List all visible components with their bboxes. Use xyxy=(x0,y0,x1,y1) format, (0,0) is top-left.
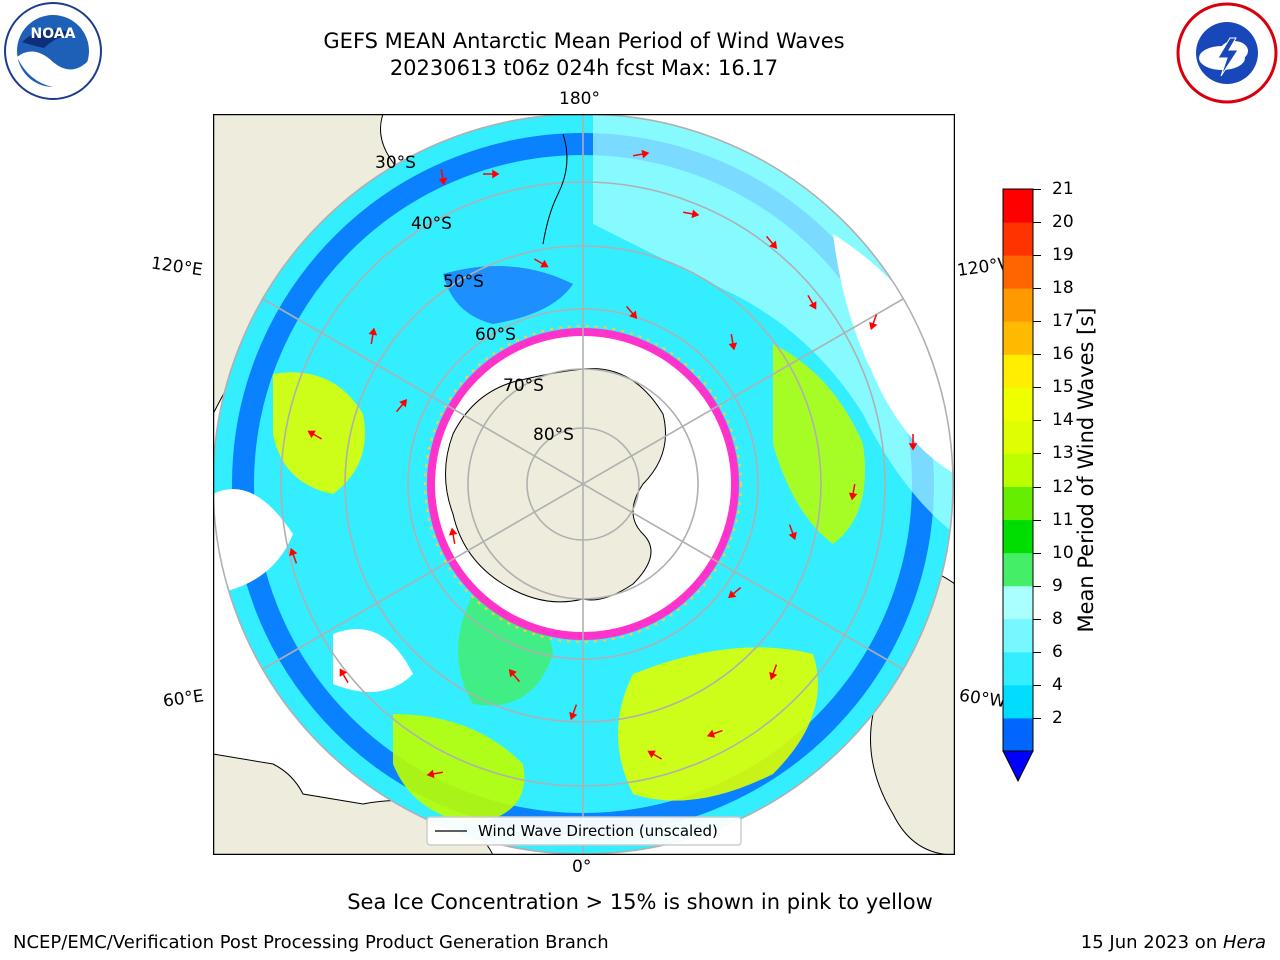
colorbar-tick-mark xyxy=(1033,321,1041,323)
nws-logo xyxy=(1176,2,1278,104)
colorbar-cell xyxy=(1003,222,1033,256)
colorbar-tick-mark xyxy=(1033,651,1041,653)
colorbar-label: Mean Period of Wind Waves [s] xyxy=(1074,307,1098,633)
colorbar-cell xyxy=(1003,288,1033,322)
colorbar-tick-mark xyxy=(1033,618,1041,620)
colorbar-cell xyxy=(1003,717,1033,752)
colorbar-tick-label: 4 xyxy=(1052,674,1063,695)
colorbar-tick-label: 19 xyxy=(1052,245,1074,266)
colorbar-tick-label: 8 xyxy=(1052,608,1063,629)
colorbar-tick-label: 12 xyxy=(1052,476,1074,497)
lat-label-40s: 40°S xyxy=(411,214,452,234)
colorbar-cell xyxy=(1003,354,1033,388)
colorbar-tick-mark xyxy=(1033,519,1041,521)
colorbar-tick-label: 20 xyxy=(1052,212,1074,233)
noaa-logo-text: NOAA xyxy=(31,26,76,42)
lon-label-120e: 120°E xyxy=(149,253,204,281)
colorbar-tick-mark xyxy=(1033,552,1041,554)
colorbar-tick-label: 18 xyxy=(1052,278,1074,299)
colorbar-tick-label: 11 xyxy=(1052,509,1074,530)
colorbar-cell xyxy=(1003,255,1033,289)
sea-ice-note: Sea Ice Concentration > 15% is shown in … xyxy=(347,890,933,914)
noaa-logo: NOAA xyxy=(4,2,102,100)
colorbar-tick-mark xyxy=(1033,387,1041,389)
colorbar-tick-mark xyxy=(1033,354,1041,356)
colorbar-tick-mark xyxy=(1033,684,1041,686)
colorbar-cell xyxy=(1003,684,1033,719)
footer-date-text: 15 Jun 2023 on xyxy=(1080,932,1223,953)
colorbar-tick-label: 17 xyxy=(1052,311,1074,332)
lat-label-70s: 70°S xyxy=(503,376,544,396)
colorbar-cell xyxy=(1003,387,1033,421)
lon-label-60e: 60°E xyxy=(161,686,206,712)
lat-label-80s: 80°S xyxy=(533,425,574,445)
colorbar-tick-label: 16 xyxy=(1052,344,1074,365)
lon-label-180: 180° xyxy=(559,89,600,109)
colorbar-cell xyxy=(1003,618,1033,653)
colorbar-cell xyxy=(1003,453,1033,488)
antarctica-land xyxy=(445,368,666,603)
colorbar-tick-label: 6 xyxy=(1052,641,1063,662)
lat-label-60s: 60°S xyxy=(475,325,516,345)
colorbar-tick-label: 15 xyxy=(1052,377,1074,398)
colorbar-cell xyxy=(1003,189,1033,223)
lat-label-50s: 50°S xyxy=(443,272,484,292)
title-line-2: 20230613 t06z 024h fcst Max: 16.17 xyxy=(389,56,779,80)
footer-date: 15 Jun 2023 on Hera xyxy=(1081,932,1266,953)
colorbar-tick-mark xyxy=(1033,189,1041,190)
colorbar-tick-label: 2 xyxy=(1052,707,1063,728)
colorbar-tick-label: 10 xyxy=(1052,542,1074,563)
colorbar-tick-mark xyxy=(1033,585,1041,587)
colorbar-cell xyxy=(1003,651,1033,686)
colorbar-tick-mark xyxy=(1033,453,1041,455)
colorbar-cell xyxy=(1003,321,1033,355)
colorbar-tick-mark xyxy=(1033,717,1041,719)
colorbar-tick-mark xyxy=(1033,420,1041,422)
footer-branch: NCEP/EMC/Verification Post Processing Pr… xyxy=(13,932,609,953)
colorbar-cell xyxy=(1003,420,1033,454)
colorbar-cell xyxy=(1003,486,1033,521)
colorbar xyxy=(1000,186,1050,786)
colorbar-tick-mark xyxy=(1033,255,1041,257)
legend-label: Wind Wave Direction (unscaled) xyxy=(478,822,718,840)
colorbar-cell xyxy=(1003,519,1033,554)
colorbar-tick-label: 21 xyxy=(1052,179,1074,199)
antarctic-map: 30°S 40°S 50°S 60°S 70°S 80°S Wind Wave … xyxy=(212,113,956,856)
colorbar-tick-mark xyxy=(1033,222,1041,224)
lon-label-0: 0° xyxy=(572,857,592,877)
colorbar-cell xyxy=(1003,552,1033,587)
footer-machine: Hera xyxy=(1222,932,1266,953)
lat-label-30s: 30°S xyxy=(375,153,416,173)
colorbar-tick-label: 9 xyxy=(1052,575,1063,596)
colorbar-tick-mark xyxy=(1033,288,1041,290)
colorbar-cell xyxy=(1003,585,1033,620)
map-legend: Wind Wave Direction (unscaled) xyxy=(426,816,742,846)
colorbar-tick-label: 14 xyxy=(1052,410,1074,431)
colorbar-tick-mark xyxy=(1033,486,1041,488)
colorbar-tick-label: 13 xyxy=(1052,443,1074,464)
title-line-1: GEFS MEAN Antarctic Mean Period of Wind … xyxy=(323,29,845,53)
